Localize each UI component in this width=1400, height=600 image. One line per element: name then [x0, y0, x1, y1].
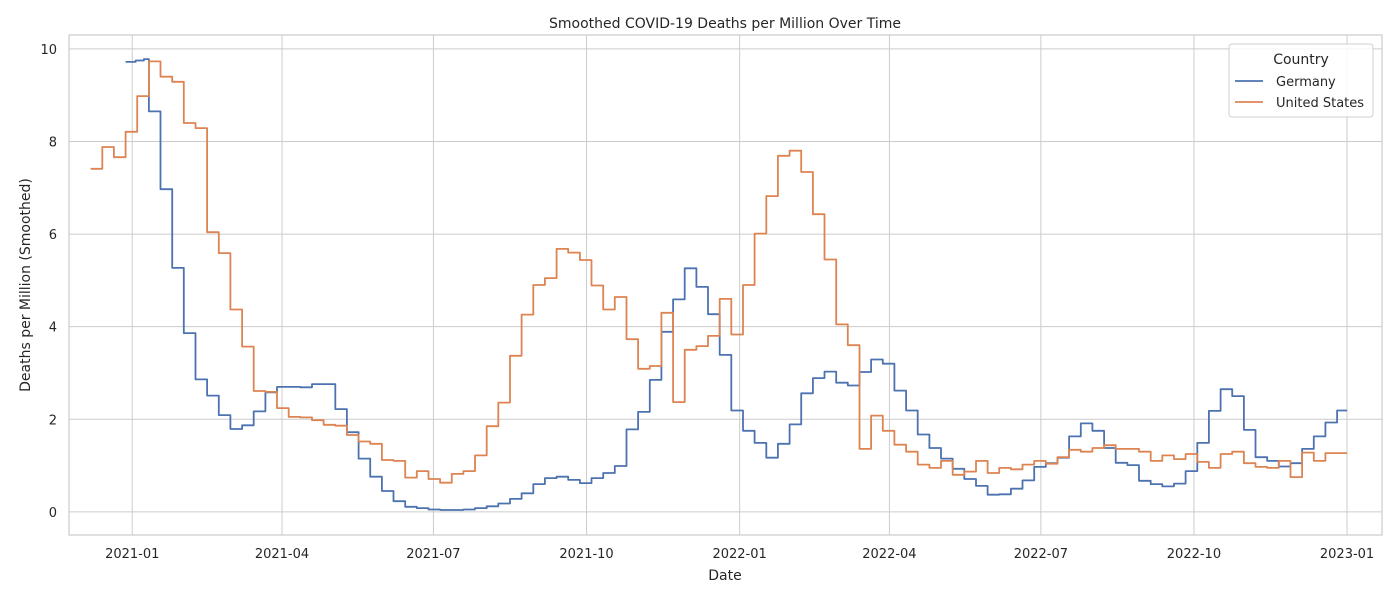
x-tick-label: 2021-04 — [255, 547, 309, 562]
legend-box — [1228, 43, 1374, 118]
series-layer — [90, 58, 1348, 511]
legend-label-germany: Germany — [1276, 75, 1336, 90]
chart-title: Smoothed COVID-19 Deaths per Million Ove… — [549, 16, 901, 32]
series-line-germany — [125, 58, 1348, 511]
series-line-united-states — [90, 60, 1348, 484]
grid — [69, 35, 1382, 535]
x-tick-label: 2021-10 — [559, 547, 613, 562]
tick-labels: 2021-01 2021-04 2021-07 2021-10 2022-01 2022-… — [40, 43, 1374, 562]
x-tick-label: 2022-07 — [1014, 547, 1068, 562]
x-tick-label: 2023-01 — [1320, 547, 1374, 562]
x-tick-label: 2022-04 — [862, 547, 916, 562]
y-tick-label: 8 — [49, 135, 57, 150]
legend: Country Germany United States — [1228, 43, 1374, 118]
x-tick-label: 2021-07 — [406, 547, 460, 562]
x-tick-label: 2022-10 — [1167, 547, 1221, 562]
y-axis-label: Deaths per Million (Smoothed) — [18, 178, 34, 392]
x-axis-label: Date — [708, 568, 741, 584]
x-tick-label: 2022-01 — [712, 547, 766, 562]
y-tick-label: 6 — [49, 228, 57, 243]
y-tick-label: 2 — [49, 413, 57, 428]
y-tick-label: 4 — [49, 321, 57, 336]
legend-label-united-states: United States — [1276, 96, 1364, 111]
legend-title: Country — [1273, 52, 1329, 68]
y-tick-label: 10 — [40, 43, 57, 58]
y-tick-label: 0 — [49, 506, 57, 521]
x-tick-label: 2021-01 — [105, 547, 159, 562]
plot-frame — [68, 34, 1383, 536]
